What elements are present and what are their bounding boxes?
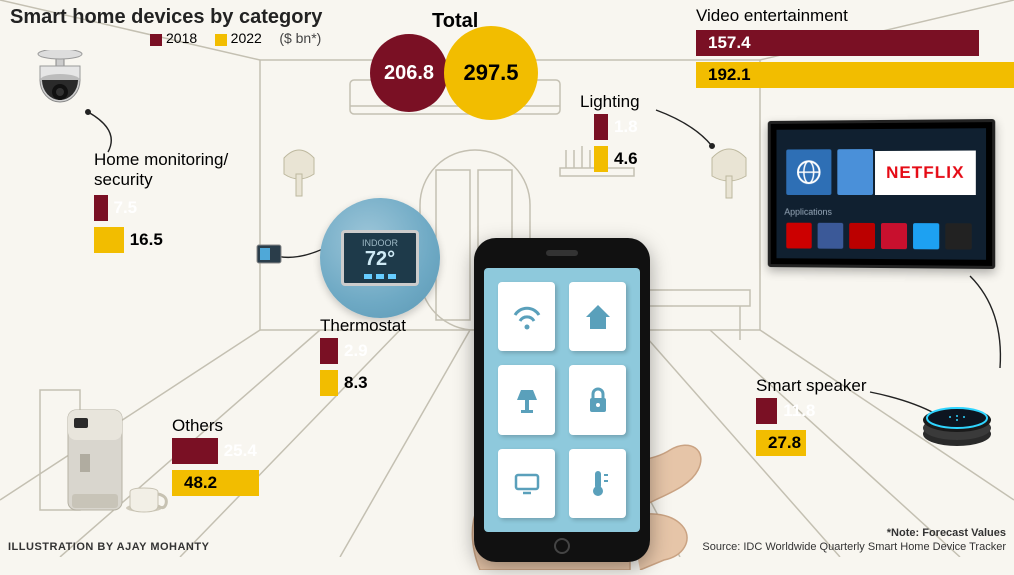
tv-app-tile [849, 223, 875, 249]
source-credit: Source: IDC Worldwide Quarterly Smart Ho… [702, 541, 1006, 553]
smartphone-screen [484, 268, 640, 532]
total-circle-2022: 297.5 [444, 26, 538, 120]
category-label-home_monitoring: Home monitoring/ security [94, 150, 228, 190]
bar-smart_speaker-2022: 27.8 [756, 430, 815, 456]
total-value-2018: 206.8 [384, 62, 434, 85]
bar-video-2018: 157.4 [696, 30, 1014, 56]
tv-app-tile [881, 223, 907, 249]
bar-value-lighting-2018: 1.8 [608, 117, 638, 137]
tv-app-tile [786, 223, 811, 249]
bar-value-home_monitoring-2022: 16.5 [124, 230, 163, 250]
bar-value-lighting-2022: 4.6 [608, 149, 638, 169]
legend-unit: ($ bn*) [279, 30, 321, 46]
bar-group-video: 157.4 192.1 [696, 30, 1014, 94]
category-label-smart_speaker: Smart speaker [756, 376, 867, 396]
illustration-credit: ILLUSTRATION BY AJAY MOHANTY [8, 541, 209, 553]
bar-video-2022: 192.1 [696, 62, 1014, 88]
total-circle-2018: 206.8 [370, 34, 448, 112]
thermostat-icon: INDOOR 72° [320, 198, 440, 318]
phone-app-lamp-icon [498, 365, 555, 434]
tv-app-tile [913, 223, 939, 249]
thermostat-screen: INDOOR 72° [341, 230, 419, 286]
bar-group-smart_speaker: 11.8 27.8 [756, 398, 815, 462]
bar-others-2018: 25.4 [172, 438, 259, 464]
legend: 2018 2022 ($ bn*) [150, 30, 321, 48]
bar-thermostat-2018: 2.9 [320, 338, 368, 364]
chart-title: Smart home devices by category [10, 6, 322, 29]
phone-app-lock-icon [569, 365, 626, 434]
bar-group-thermostat: 2.9 8.3 [320, 338, 368, 402]
bar-home_monitoring-2022: 16.5 [94, 227, 163, 253]
category-label-video: Video entertainment [696, 6, 848, 26]
legend-year-2022: 2022 [231, 30, 262, 46]
legend-year-2018: 2018 [166, 30, 197, 46]
bar-value-others-2018: 25.4 [218, 441, 257, 461]
bar-others-2022: 48.2 [172, 470, 259, 496]
coffee-maker-icon [58, 400, 168, 525]
category-label-others: Others [172, 416, 223, 436]
smart-tv-icon: NETFLIX Applications [768, 119, 995, 269]
bar-group-home_monitoring: 7.5 16.5 [94, 195, 163, 259]
forecast-note: *Note: Forecast Values [887, 527, 1006, 539]
bar-value-smart_speaker-2022: 27.8 [762, 433, 801, 453]
legend-swatch-2022 [215, 34, 227, 46]
bar-value-home_monitoring-2018: 7.5 [108, 198, 138, 218]
smartphone-icon [474, 238, 650, 562]
bar-group-lighting: 1.8 4.6 [594, 114, 638, 178]
bar-lighting-2018: 1.8 [594, 114, 638, 140]
bar-value-thermostat-2022: 8.3 [338, 373, 368, 393]
tv-app-tile [818, 223, 844, 249]
bar-value-video-2018: 157.4 [702, 33, 751, 53]
bar-value-smart_speaker-2018: 11.8 [777, 401, 815, 421]
wall-thermostat-icon [256, 244, 282, 269]
bar-home_monitoring-2018: 7.5 [94, 195, 163, 221]
total-value-2022: 297.5 [463, 60, 518, 86]
bar-group-others: 25.448.2 [172, 438, 259, 502]
bar-value-others-2022: 48.2 [178, 473, 217, 493]
phone-app-tv-icon [498, 449, 555, 518]
phone-app-home-icon [569, 282, 626, 351]
tv-app-tile [945, 223, 971, 249]
security-camera-icon [20, 50, 110, 135]
bar-thermostat-2022: 8.3 [320, 370, 368, 396]
bar-lighting-2022: 4.6 [594, 146, 638, 172]
netflix-tile: NETFLIX [875, 151, 976, 195]
category-label-lighting: Lighting [580, 92, 640, 112]
bar-value-video-2022: 192.1 [702, 65, 751, 85]
bar-smart_speaker-2018: 11.8 [756, 398, 815, 424]
total-label: Total [432, 10, 478, 33]
phone-app-wifi-icon [498, 282, 555, 351]
smart-speaker-icon [920, 404, 994, 444]
bar-value-thermostat-2018: 2.9 [338, 341, 368, 361]
category-label-thermostat: Thermostat [320, 316, 406, 336]
legend-swatch-2018 [150, 34, 162, 46]
phone-app-thermo-icon [569, 449, 626, 518]
